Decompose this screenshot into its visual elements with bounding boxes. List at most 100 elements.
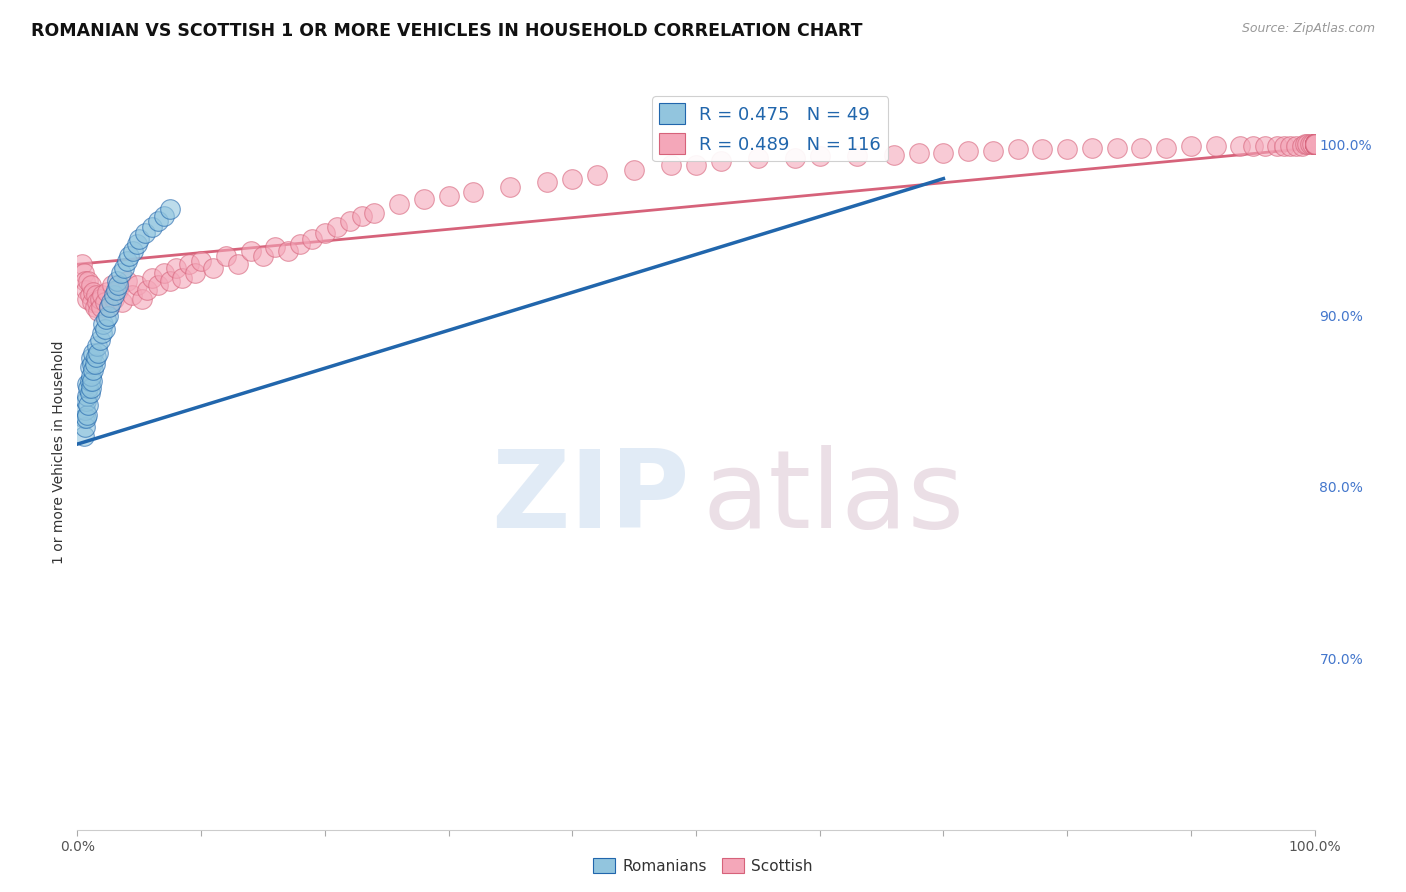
Point	[277, 244, 299, 258]
Point	[87, 303, 110, 318]
Point	[1303, 137, 1326, 152]
Point	[83, 300, 105, 314]
Point	[159, 202, 181, 217]
Point	[111, 294, 134, 310]
Point	[883, 147, 905, 161]
Point	[957, 145, 980, 159]
Point	[1007, 143, 1029, 157]
Point	[1296, 137, 1319, 152]
Point	[1031, 143, 1053, 157]
Point	[76, 389, 98, 403]
Point	[83, 357, 105, 371]
Point	[73, 420, 96, 434]
Point	[1303, 137, 1326, 152]
Point	[134, 227, 156, 241]
Point	[659, 158, 682, 172]
Point	[76, 377, 98, 392]
Point	[76, 292, 98, 306]
Point	[77, 381, 100, 395]
Point	[388, 197, 411, 211]
Legend: R = 0.475   N = 49, R = 0.489   N = 116: R = 0.475 N = 49, R = 0.489 N = 116	[652, 96, 889, 161]
Point	[1303, 137, 1326, 152]
Point	[98, 300, 121, 314]
Point	[96, 285, 118, 299]
Point	[747, 151, 769, 165]
Point	[1303, 137, 1326, 152]
Point	[1130, 141, 1153, 155]
Point	[82, 285, 104, 299]
Point	[685, 158, 707, 172]
Point	[87, 346, 110, 360]
Point	[80, 381, 103, 395]
Point	[1303, 137, 1326, 152]
Point	[98, 300, 121, 314]
Point	[105, 274, 128, 288]
Point	[82, 346, 104, 360]
Point	[412, 192, 434, 206]
Point	[72, 428, 94, 442]
Point	[93, 294, 115, 310]
Point	[536, 175, 558, 189]
Point	[82, 363, 104, 377]
Point	[97, 309, 120, 323]
Point	[907, 145, 929, 160]
Point	[1081, 141, 1104, 155]
Point	[623, 163, 645, 178]
Point	[339, 214, 361, 228]
Point	[110, 266, 132, 280]
Point	[586, 168, 609, 182]
Point	[104, 283, 127, 297]
Point	[77, 274, 100, 288]
Text: ZIP: ZIP	[491, 445, 690, 551]
Point	[80, 277, 103, 292]
Point	[783, 151, 806, 165]
Point	[84, 350, 107, 364]
Point	[1303, 137, 1326, 152]
Point	[112, 260, 135, 275]
Point	[153, 209, 176, 223]
Point	[1105, 141, 1128, 155]
Point	[1303, 137, 1326, 152]
Point	[159, 274, 181, 288]
Point	[79, 385, 101, 400]
Point	[1303, 137, 1326, 152]
Point	[808, 149, 831, 163]
Legend: Romanians, Scottish: Romanians, Scottish	[588, 852, 818, 880]
Point	[72, 266, 94, 280]
Point	[190, 253, 212, 268]
Point	[89, 333, 111, 347]
Point	[314, 227, 336, 241]
Text: ROMANIAN VS SCOTTISH 1 OR MORE VEHICLES IN HOUSEHOLD CORRELATION CHART: ROMANIAN VS SCOTTISH 1 OR MORE VEHICLES …	[31, 22, 862, 40]
Point	[72, 257, 94, 271]
Point	[226, 257, 249, 271]
Point	[86, 294, 108, 310]
Point	[172, 271, 194, 285]
Point	[118, 249, 141, 263]
Text: atlas: atlas	[702, 445, 965, 551]
Point	[76, 408, 98, 422]
Point	[1303, 137, 1326, 152]
Point	[932, 145, 955, 160]
Point	[90, 300, 112, 314]
Point	[1254, 139, 1277, 153]
Point	[94, 312, 117, 326]
Point	[91, 317, 114, 331]
Point	[82, 374, 104, 388]
Point	[1303, 137, 1326, 152]
Point	[1303, 137, 1326, 152]
Point	[1272, 139, 1295, 153]
Point	[84, 288, 107, 302]
Point	[1303, 137, 1326, 152]
Point	[1303, 137, 1326, 152]
Point	[73, 274, 96, 288]
Point	[561, 171, 583, 186]
Point	[89, 292, 111, 306]
Point	[1180, 139, 1202, 153]
Point	[93, 322, 115, 336]
Point	[1278, 139, 1301, 153]
Point	[80, 351, 103, 366]
Point	[153, 266, 176, 280]
Point	[75, 411, 97, 425]
Point	[215, 249, 238, 263]
Point	[128, 231, 150, 245]
